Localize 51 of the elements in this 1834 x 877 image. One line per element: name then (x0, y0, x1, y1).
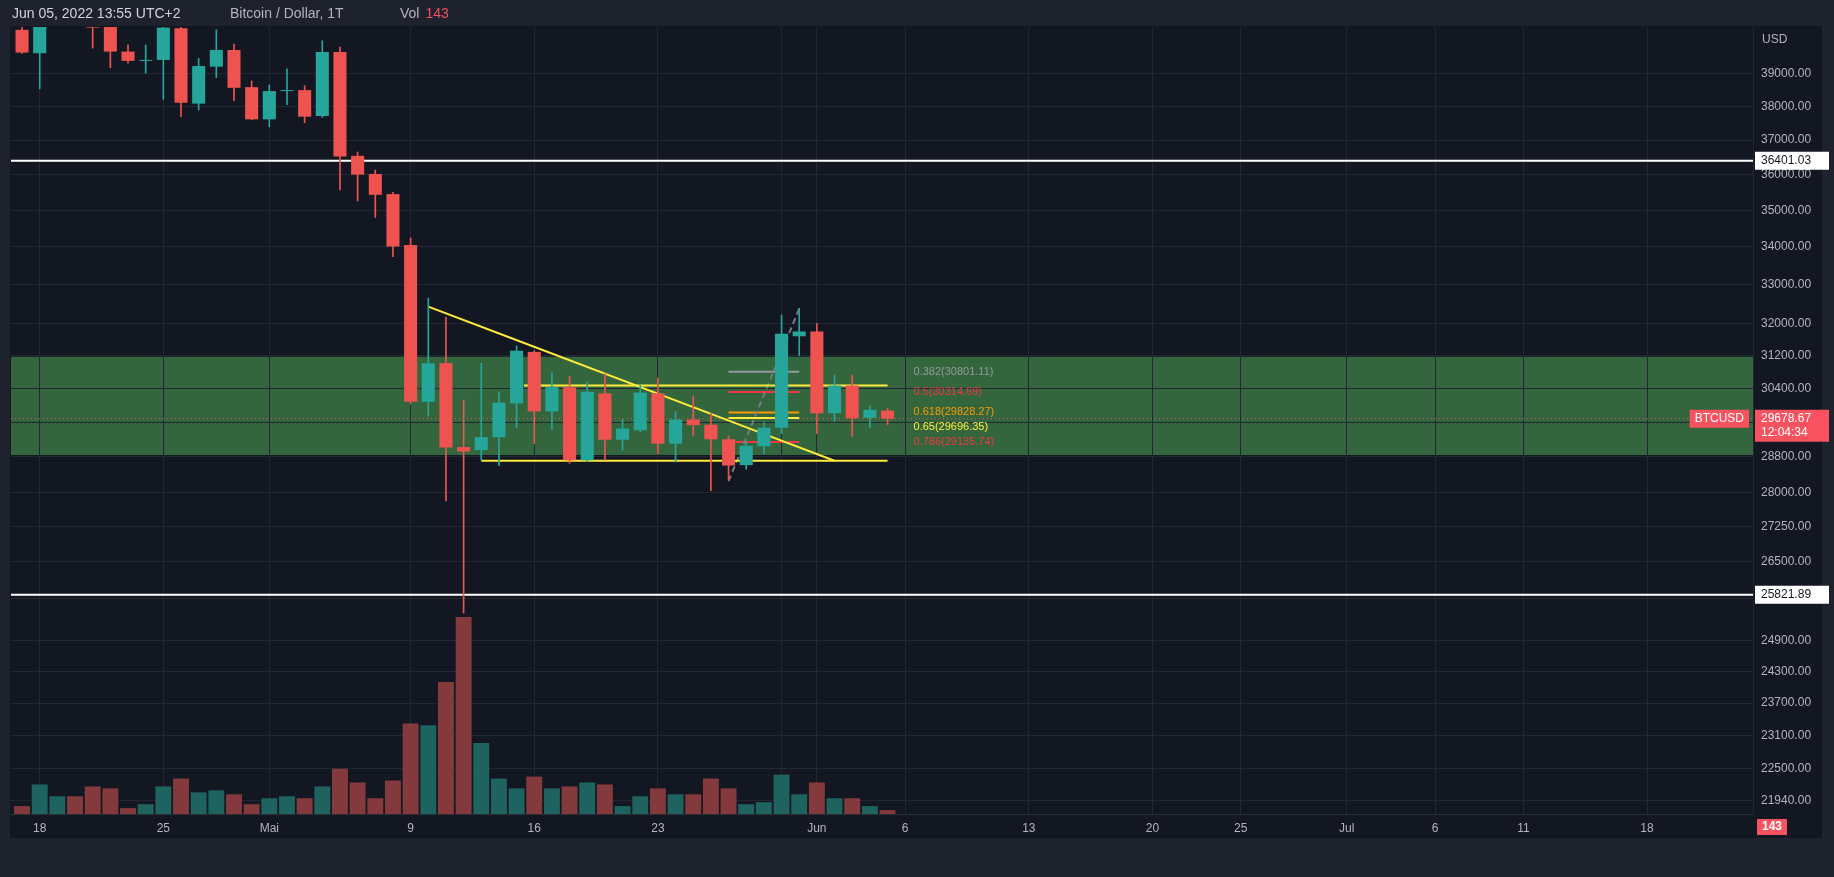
y-tick-label: 33000.00 (1761, 276, 1812, 291)
y-tick-label: 22500.00 (1761, 761, 1812, 776)
y-tick-label: 24300.00 (1761, 663, 1812, 678)
y-tick-label: 23700.00 (1761, 695, 1812, 710)
y-tick-label: 24900.00 (1761, 633, 1812, 647)
y-tick-label: 21940.00 (1761, 792, 1812, 807)
text: 143 (425, 5, 449, 22)
text: 0.786(29135.74) (913, 435, 995, 448)
chart-title: Bitcoin / Dollar, 1T (230, 5, 344, 22)
ref-line-label: 36401.03 (1761, 152, 1812, 167)
x-tick-label: 25 (1234, 820, 1248, 835)
x-tick-label: Mai (259, 820, 279, 835)
x-tick-label: Jul (1339, 820, 1355, 835)
y-tick-label: 28800.00 (1761, 449, 1812, 464)
text: 0.618(29828.27) (913, 405, 995, 418)
text: 0.65(29696.35) (913, 420, 989, 433)
x-tick-label: 18 (1640, 820, 1655, 835)
text: 0.382(30801.11) (913, 364, 994, 377)
y-tick-label: 39000.00 (1761, 65, 1812, 80)
y-tick-label: 38000.00 (1761, 98, 1812, 113)
y-tick-label: 36000.00 (1761, 166, 1812, 181)
x-tick-label: 6 (901, 820, 909, 835)
chart-subtitle: Jun 05, 2022 13:55 UTC+2 (12, 5, 181, 22)
ref-line-label: 25821.89 (1761, 587, 1812, 602)
x-tick-label: 23 (651, 820, 665, 835)
y-axis-title: USD (1762, 32, 1788, 47)
text: Vol (400, 5, 420, 22)
x-tick-label: 25 (156, 820, 171, 835)
y-tick-label: 28000.00 (1761, 484, 1812, 499)
y-tick-label: 32000.00 (1761, 315, 1812, 330)
y-tick-label: 37000.00 (1761, 132, 1812, 147)
annotation: BTCUSD (1694, 411, 1745, 426)
y-tick-label: 26500.00 (1761, 554, 1812, 569)
x-tick-label: Jun (807, 820, 827, 835)
x-tick-label: 9 (407, 820, 415, 835)
x-tick-label: 20 (1145, 820, 1160, 835)
y-tick-label: 30400.00 (1761, 380, 1812, 395)
ref-line-label: 29678.67 (1761, 411, 1812, 426)
x-tick-label: 18 (33, 820, 47, 835)
x-tick-label: 16 (527, 820, 542, 835)
x-tick-label: 6 (1431, 820, 1439, 835)
y-tick-label: 31200.00 (1761, 347, 1812, 362)
y-tick-label: 27250.00 (1761, 518, 1812, 533)
y-tick-label: 23100.00 (1761, 727, 1812, 742)
x-tick-label: 13 (1022, 820, 1036, 835)
x-tick-label: 11 (1517, 820, 1530, 835)
y-tick-label: 34000.00 (1761, 239, 1812, 254)
text: 143 (1757, 819, 1788, 835)
y-tick-label: 35000.00 (1761, 202, 1812, 217)
text: 12:04:34 (1761, 425, 1809, 440)
text: 0.5(30314.69) (913, 384, 983, 397)
